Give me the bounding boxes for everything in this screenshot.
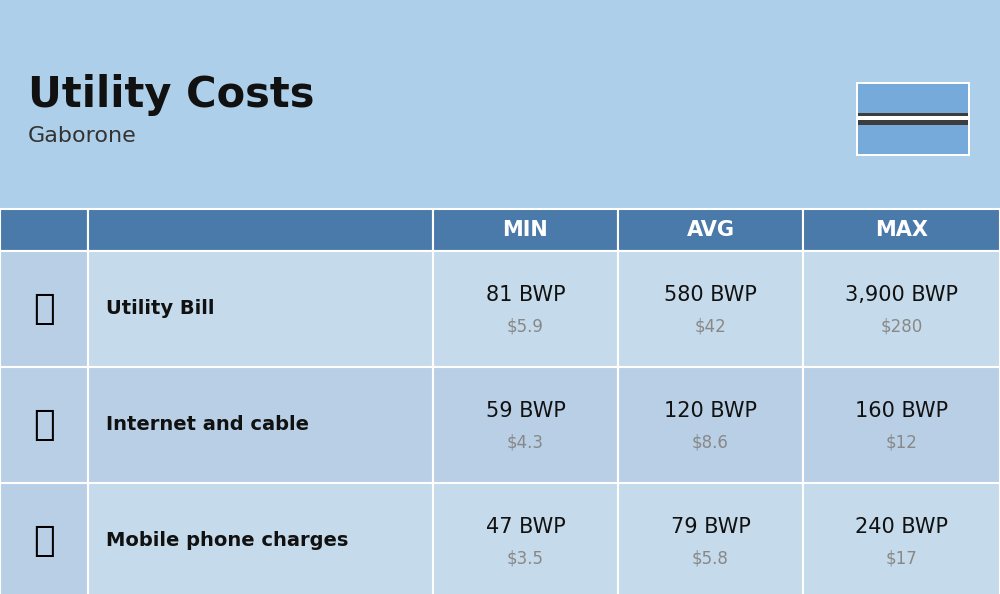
Text: 3,900 BWP: 3,900 BWP xyxy=(845,285,958,305)
Text: 📶: 📶 xyxy=(33,408,55,442)
Text: Internet and cable: Internet and cable xyxy=(106,415,309,434)
Text: Utility Bill: Utility Bill xyxy=(106,299,214,318)
Text: $5.9: $5.9 xyxy=(507,318,544,336)
Text: $8.6: $8.6 xyxy=(692,434,729,452)
Bar xyxy=(803,251,1000,367)
Bar xyxy=(803,367,1000,483)
Bar xyxy=(433,209,618,251)
Bar xyxy=(0,367,88,483)
Text: $280: $280 xyxy=(880,318,923,336)
Bar xyxy=(618,251,803,367)
Text: $5.8: $5.8 xyxy=(692,550,729,568)
Text: $12: $12 xyxy=(886,434,917,452)
Bar xyxy=(88,483,433,594)
Bar xyxy=(0,251,88,367)
Bar xyxy=(618,209,803,251)
Text: 📱: 📱 xyxy=(33,524,55,558)
Bar xyxy=(88,367,433,483)
Text: $42: $42 xyxy=(695,318,726,336)
Bar xyxy=(858,84,968,113)
Text: AVG: AVG xyxy=(686,220,734,240)
Text: 79 BWP: 79 BWP xyxy=(671,517,750,537)
Text: 240 BWP: 240 BWP xyxy=(855,517,948,537)
Text: MIN: MIN xyxy=(503,220,548,240)
Bar xyxy=(0,483,88,594)
Text: 81 BWP: 81 BWP xyxy=(486,285,565,305)
Bar xyxy=(618,483,803,594)
Text: $4.3: $4.3 xyxy=(507,434,544,452)
Text: $17: $17 xyxy=(886,550,917,568)
Bar xyxy=(803,209,1000,251)
Bar xyxy=(856,82,970,156)
Text: 🔧: 🔧 xyxy=(33,292,55,326)
Bar xyxy=(88,209,433,251)
Text: 47 BWP: 47 BWP xyxy=(486,517,565,537)
Bar xyxy=(88,251,433,367)
Text: 120 BWP: 120 BWP xyxy=(664,401,757,421)
Text: 580 BWP: 580 BWP xyxy=(664,285,757,305)
Bar xyxy=(0,209,88,251)
Bar xyxy=(858,125,968,154)
Bar xyxy=(433,367,618,483)
Text: Utility Costs: Utility Costs xyxy=(28,74,314,116)
Text: Mobile phone charges: Mobile phone charges xyxy=(106,532,348,551)
Bar xyxy=(858,118,968,120)
Bar xyxy=(433,483,618,594)
Text: MAX: MAX xyxy=(875,220,928,240)
Text: 160 BWP: 160 BWP xyxy=(855,401,948,421)
Bar xyxy=(858,113,968,125)
Bar xyxy=(433,251,618,367)
Text: 59 BWP: 59 BWP xyxy=(486,401,565,421)
Bar xyxy=(858,116,968,118)
Bar xyxy=(618,367,803,483)
Text: $3.5: $3.5 xyxy=(507,550,544,568)
Bar xyxy=(803,483,1000,594)
Text: Gaborone: Gaborone xyxy=(28,126,137,146)
